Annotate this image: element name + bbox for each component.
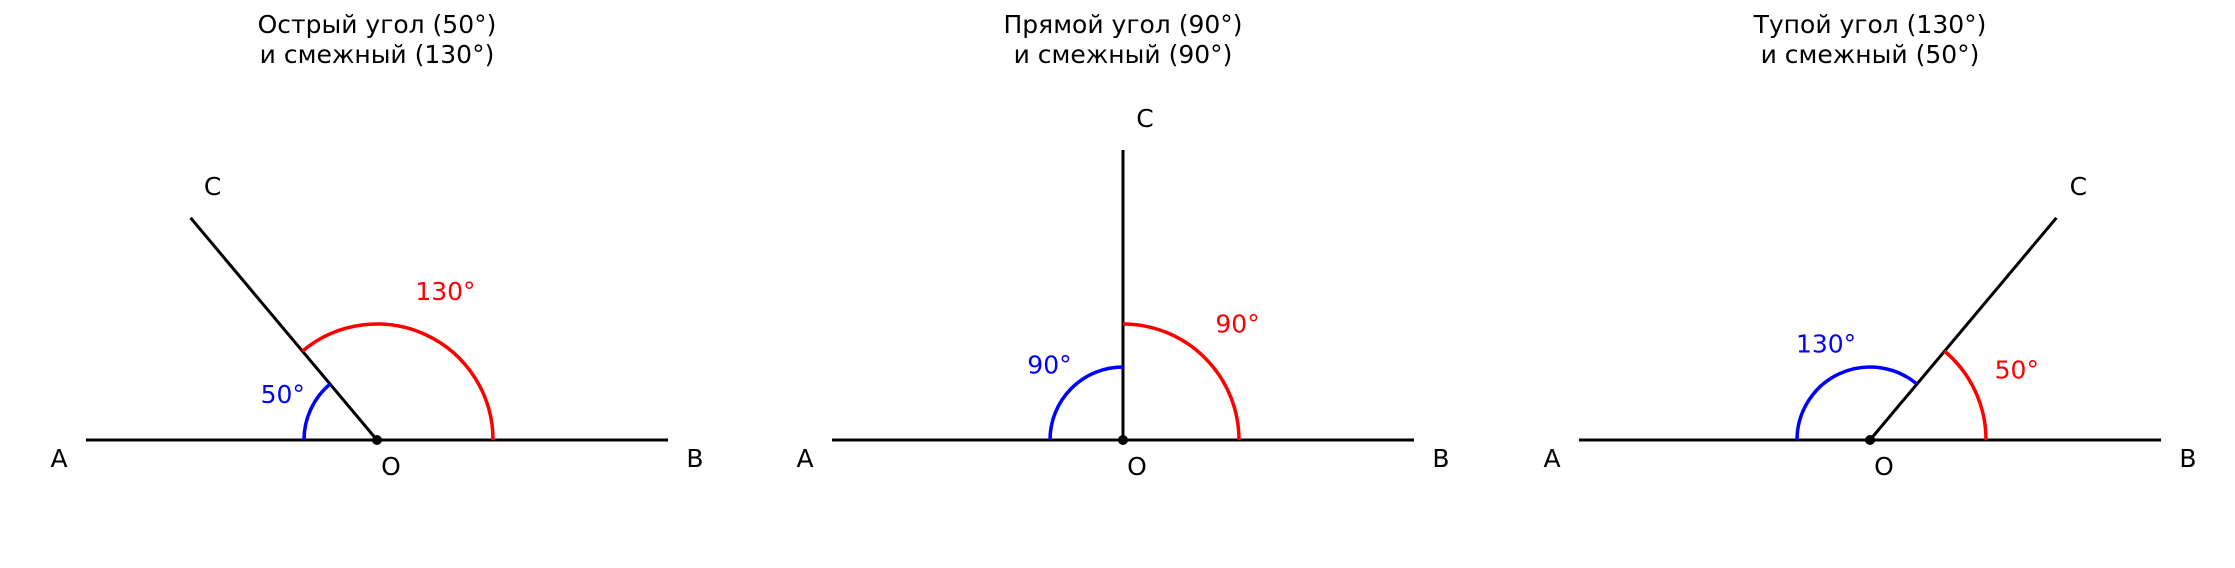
angle-arc xyxy=(1795,365,1919,441)
panel-title: и смежный (130°) xyxy=(260,40,495,69)
ray-oc xyxy=(189,216,379,441)
adjacent-label: 50° xyxy=(1995,356,2039,385)
angle-label: 130° xyxy=(1796,330,1856,359)
point-label: A xyxy=(796,444,813,473)
point-label: O xyxy=(381,452,401,481)
point-o xyxy=(1865,435,1875,445)
adjacent-arc xyxy=(301,322,495,441)
panel-title: и смежный (50°) xyxy=(1761,40,1980,69)
panel-title: и смежный (90°) xyxy=(1014,40,1233,69)
angle-arc xyxy=(302,382,332,441)
point-o xyxy=(372,435,382,445)
point-label: A xyxy=(1543,444,1560,473)
adjacent-arc xyxy=(1122,322,1241,441)
panel-title: Острый угол (50°) xyxy=(258,10,497,39)
panel-title: Тупой угол (130°) xyxy=(1753,10,1987,39)
angle-label: 50° xyxy=(261,380,305,409)
adjacent-arc xyxy=(1943,349,1988,441)
adjacent-label: 90° xyxy=(1215,309,1259,338)
point-label: O xyxy=(1874,452,1894,481)
ray-oc xyxy=(1868,216,2058,441)
adjacent-label: 130° xyxy=(415,277,475,306)
point-label: C xyxy=(2070,172,2087,201)
point-label: O xyxy=(1127,452,1147,481)
point-label: A xyxy=(50,444,67,473)
panel-title: Прямой угол (90°) xyxy=(1003,10,1242,39)
angle-label: 90° xyxy=(1027,350,1071,379)
point-label: C xyxy=(1136,104,1153,133)
angle-arc xyxy=(1048,365,1124,441)
point-label: B xyxy=(1432,444,1449,473)
point-label: C xyxy=(204,172,221,201)
point-o xyxy=(1118,435,1128,445)
point-label: B xyxy=(686,444,703,473)
point-label: B xyxy=(2179,444,2196,473)
